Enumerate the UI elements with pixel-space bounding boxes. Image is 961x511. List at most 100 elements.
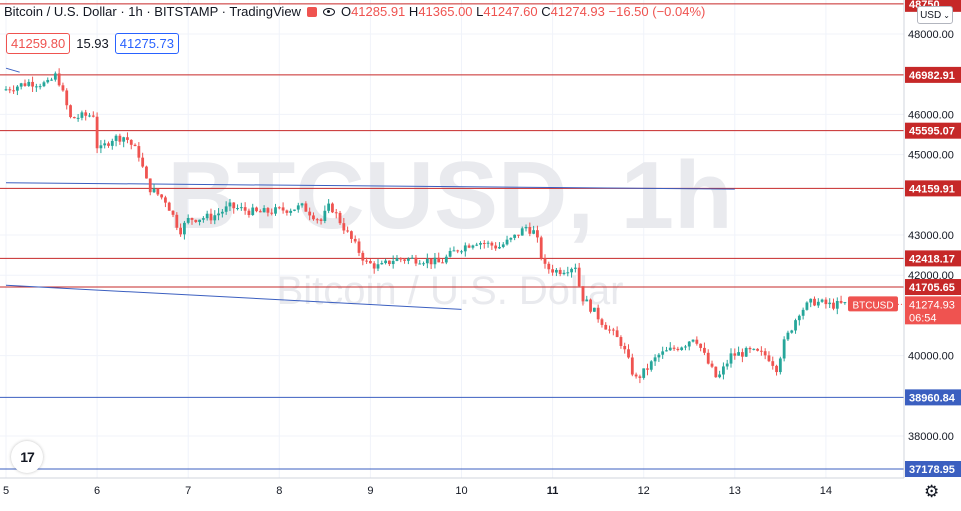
candle-body: [429, 258, 433, 265]
chart-legend: Bitcoin / U.S. Dollar · 1h · BITSTAMP · …: [4, 4, 705, 19]
ohlc-change: −16.50 (−0.04%): [608, 4, 706, 19]
candle-body: [23, 83, 27, 86]
candle-body: [145, 166, 148, 179]
candle-body: [289, 210, 293, 213]
chart-title[interactable]: Bitcoin / U.S. Dollar · 1h · BITSTAMP · …: [4, 4, 301, 19]
candle-body: [733, 353, 737, 356]
candle-body: [224, 206, 228, 212]
time-axis[interactable]: 5 6 7 8 9 10 11 12 13 14: [3, 485, 832, 497]
candle-body: [12, 90, 15, 92]
candle-body: [623, 345, 627, 350]
candle-body: [126, 137, 129, 140]
eye-icon[interactable]: [322, 7, 335, 16]
candle-body: [293, 209, 296, 211]
candle-body: [638, 376, 642, 378]
candle-body: [543, 258, 547, 264]
candle-body: [566, 272, 570, 274]
candle-body: [357, 241, 361, 253]
candle-body: [380, 263, 384, 265]
candle-body: [740, 352, 744, 357]
candle-body: [88, 115, 91, 117]
trendline[interactable]: [5, 67, 20, 73]
trade-prices: 41259.80 15.93 41275.73: [6, 33, 180, 54]
candle-body: [653, 357, 657, 362]
level-label: 38960.84: [909, 392, 956, 404]
candle-body: [422, 263, 425, 265]
gear-icon[interactable]: ⚙: [924, 482, 940, 501]
candle-body: [91, 115, 95, 117]
candle-body: [460, 251, 463, 253]
candle-body: [361, 252, 365, 261]
candle-body: [391, 260, 395, 265]
candle-body: [399, 258, 403, 260]
candle-body: [50, 79, 53, 81]
candle-body: [148, 178, 152, 193]
level-label: 37178.95: [909, 464, 955, 476]
candle-body: [782, 339, 786, 359]
candle-body: [524, 226, 528, 229]
currency-selector[interactable]: USD ⌄: [917, 6, 953, 24]
candle-body: [69, 105, 72, 118]
candle-body: [532, 230, 536, 234]
candle-body: [175, 214, 179, 228]
price-tick-label: 45000.00: [908, 150, 954, 162]
candle-body: [31, 81, 34, 87]
sell-price-button[interactable]: 41259.80: [6, 33, 71, 54]
watermark-symbol: BTCUSD, 1h: [167, 142, 732, 249]
spread-value: 15.93: [76, 36, 109, 51]
candle-body: [410, 257, 414, 259]
candle-body: [232, 202, 236, 209]
candle-body: [498, 246, 501, 249]
candle-body: [619, 337, 623, 346]
trendline[interactable]: [5, 284, 462, 310]
candle-body: [805, 302, 809, 310]
flag-icon[interactable]: [306, 6, 317, 17]
price-axis[interactable]: 48000.0046000.0045000.0043000.0042000.00…: [905, 0, 961, 478]
candle-body: [323, 210, 327, 221]
candle-body: [319, 219, 323, 221]
candle-body: [296, 205, 300, 210]
candle-body: [160, 194, 164, 198]
candle-body: [53, 73, 57, 80]
ohlc-values: O41285.91 H41365.00 L41247.60 C41274.93 …: [340, 4, 706, 19]
candle-body: [592, 307, 596, 312]
candle-body: [213, 215, 217, 221]
current-price-box: [905, 296, 961, 325]
candle-body: [676, 348, 680, 350]
candle-body: [42, 82, 46, 87]
candle-body: [183, 222, 186, 235]
candle-body: [562, 272, 566, 275]
trendlines[interactable]: [5, 67, 735, 310]
candle-body: [634, 374, 638, 377]
symbol-tag-label: BTCUSD: [852, 300, 893, 311]
buy-price-button[interactable]: 41275.73: [114, 33, 180, 54]
candle-body: [15, 86, 19, 91]
candle-body: [34, 86, 38, 88]
candle-body: [274, 207, 277, 214]
candle-body: [467, 245, 471, 248]
candle-body: [665, 350, 668, 352]
candle-body: [277, 207, 281, 209]
candle-body: [695, 339, 699, 344]
candle-body: [19, 83, 23, 87]
price-tick-label: 38000.00: [908, 431, 954, 443]
candle-body: [72, 117, 76, 119]
candle-body: [463, 245, 467, 252]
candle-body: [107, 143, 110, 146]
candle-body: [752, 348, 756, 350]
candle-body: [816, 301, 820, 306]
candle-body: [608, 329, 611, 331]
grid: [0, 0, 904, 478]
candle-body: [129, 139, 133, 145]
candle-body: [65, 90, 69, 106]
candle-body: [718, 374, 722, 378]
candle-body: [596, 307, 600, 320]
candle-body: [220, 211, 224, 214]
trendline[interactable]: [5, 182, 735, 190]
tradingview-logo[interactable]: 17: [11, 441, 43, 473]
candle-body: [687, 341, 691, 347]
candle-body: [520, 228, 524, 236]
